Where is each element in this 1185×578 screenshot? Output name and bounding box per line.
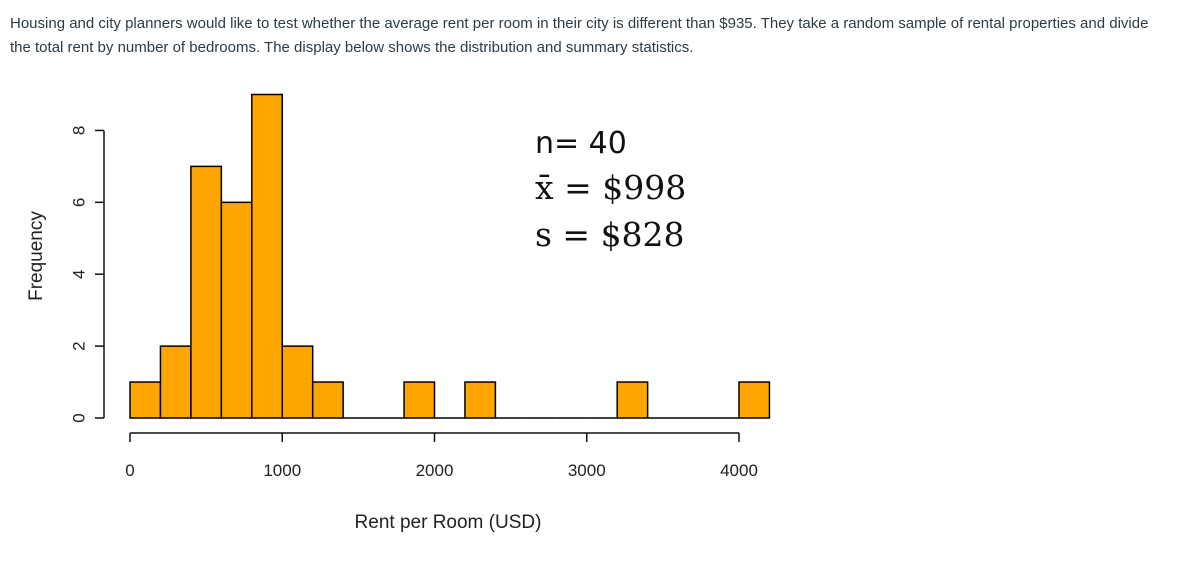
problem-statement: Housing and city planners would like to … <box>10 15 1149 56</box>
x-tick-label: 0 <box>125 461 134 480</box>
sample-mean-annotation: x̄ = $998 <box>535 168 686 207</box>
histogram-bar <box>616 381 649 419</box>
y-tick-label: 2 <box>69 341 88 350</box>
x-axis-title: Rent per Room (USD) <box>355 512 542 533</box>
y-tick-label: 0 <box>69 413 88 422</box>
sample-size-annotation: n= 40 <box>535 126 627 161</box>
histogram-bar <box>403 381 436 419</box>
y-axis-title: Frequency <box>26 211 47 301</box>
y-axis: 0 2 4 6 8 <box>69 126 105 423</box>
x-axis: 0 1000 2000 3000 4000 <box>125 432 758 480</box>
histogram-bar <box>129 381 162 419</box>
y-tick-label: 6 <box>69 198 88 207</box>
histogram-bar <box>159 345 192 419</box>
histogram-bar <box>281 345 314 419</box>
y-tick-label: 4 <box>69 269 88 278</box>
sample-sd-annotation: s = $828 <box>535 215 685 254</box>
histogram-bar <box>220 201 253 419</box>
x-tick-label: 4000 <box>720 461 758 480</box>
histogram-bar <box>190 165 223 419</box>
x-tick-label: 3000 <box>568 461 606 480</box>
histogram-bar <box>311 381 344 419</box>
x-tick-label: 2000 <box>416 461 454 480</box>
histogram-bar <box>464 381 497 419</box>
histogram-bar <box>738 381 771 419</box>
x-tick-label: 1000 <box>263 461 301 480</box>
y-tick-label: 8 <box>69 126 88 135</box>
histogram-bars <box>129 93 771 419</box>
histogram-bar <box>251 93 284 419</box>
